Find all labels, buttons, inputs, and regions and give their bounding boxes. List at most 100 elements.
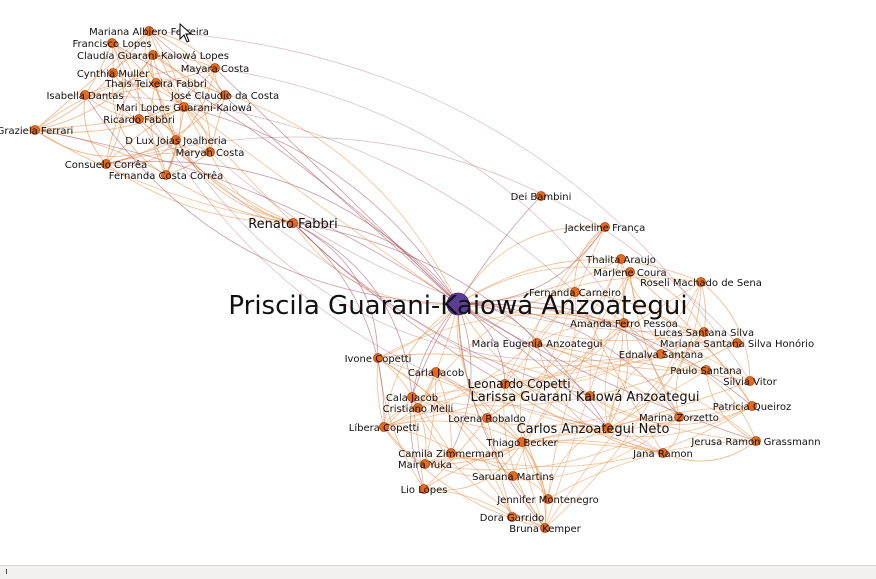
node-cynthia[interactable] [108, 68, 118, 78]
node-dlux[interactable] [171, 135, 181, 145]
edge-mariana_alb-jose [148, 30, 226, 96]
node-mariana_alb[interactable] [144, 26, 154, 36]
node-graziela[interactable] [30, 125, 40, 135]
node-roseli[interactable] [696, 277, 706, 287]
node-bruna[interactable] [540, 523, 550, 533]
node-maria_eug[interactable] [532, 338, 542, 348]
edge-libera-dora [383, 426, 513, 518]
node-jana[interactable] [658, 448, 668, 458]
edge-priscila-marina [457, 303, 680, 418]
edge-mariana_ssh-cala [411, 342, 738, 398]
node-paulo[interactable] [701, 365, 711, 375]
node-priscila[interactable] [446, 292, 470, 316]
node-jerusa[interactable] [751, 436, 761, 446]
node-amanda[interactable] [619, 318, 629, 328]
edge-renato-ricardo [138, 118, 294, 224]
node-lio[interactable] [419, 484, 429, 494]
node-carlos[interactable] [603, 423, 613, 433]
edge-priscila-libera [383, 303, 459, 428]
edge-priscila-thiago [456, 303, 523, 443]
edge-renato-leonardo [292, 222, 506, 385]
node-larissa[interactable] [585, 391, 595, 401]
edge-cynthia-fernanda_cc [112, 72, 167, 176]
edge-thiago-camila [450, 441, 523, 461]
edge-ednalva-jerusa [660, 353, 757, 442]
node-fernanda_car[interactable] [570, 287, 580, 297]
edge-fernanda_car-libera [383, 291, 576, 428]
edge-priscila-marlene [457, 266, 631, 305]
edge-priscila-renato [292, 222, 459, 305]
node-libera[interactable] [379, 422, 389, 432]
node-claudia[interactable] [148, 50, 158, 60]
node-saruana[interactable] [508, 471, 518, 481]
node-jackeline[interactable] [600, 222, 610, 232]
node-thalita[interactable] [616, 254, 626, 264]
node-label-saruana: Saruana Martins [472, 472, 554, 483]
node-mariana_ssh[interactable] [732, 338, 742, 348]
node-ednalva[interactable] [656, 349, 666, 359]
edge-lio-carlos [423, 427, 609, 490]
edge-amanda-carlos [604, 322, 625, 429]
edge-mari-graziela [34, 106, 185, 133]
edge-marlene-jennifer [547, 271, 631, 500]
edge-priscila-jackeline [457, 226, 606, 305]
node-maryah[interactable] [205, 147, 215, 157]
edge-claudia-maryah [152, 54, 211, 153]
node-consuelo[interactable] [101, 159, 111, 169]
node-mari[interactable] [179, 102, 189, 112]
node-dei[interactable] [536, 191, 546, 201]
node-thiago[interactable] [517, 437, 527, 447]
edge-isabella-mari [84, 83, 185, 108]
node-label-mariana_alb: Mariana Albiero Ferreira [89, 27, 209, 38]
status-bar [0, 565, 876, 579]
node-isabella[interactable] [80, 90, 90, 100]
node-label-ricardo: Ricardo Fabbri [103, 115, 174, 126]
node-silvia[interactable] [745, 376, 755, 386]
node-jennifer[interactable] [543, 494, 553, 504]
node-label-francisco: Francisco Lopes [72, 39, 151, 50]
edge-fernanda_car-leonardo [504, 291, 576, 385]
node-cristiano[interactable] [413, 403, 423, 413]
node-fernanda_cc[interactable] [161, 170, 171, 180]
edge-carla-thiago [435, 371, 523, 443]
node-label-jana: Jana Ramon [632, 449, 693, 460]
edge-mariana_ssh-larissa [589, 342, 738, 397]
node-mayara[interactable] [210, 63, 220, 73]
node-thais[interactable] [151, 78, 161, 88]
node-dora[interactable] [507, 512, 517, 522]
node-maira[interactable] [420, 459, 430, 469]
edge-maira-saruana [424, 457, 514, 477]
node-ivone[interactable] [373, 353, 383, 363]
node-patricia[interactable] [747, 401, 757, 411]
edge-carla-maira [424, 371, 437, 465]
edge-priscila-isabella [84, 94, 459, 305]
edge-leonardo-bruna [503, 383, 546, 529]
edge-ednalva-carlos [607, 353, 662, 429]
social-network-graph[interactable]: Priscila Guarani-Kaiowá Anzoategui Marian… [0, 0, 876, 565]
edge-thiago-bruna [521, 441, 546, 529]
node-jose[interactable] [220, 90, 230, 100]
node-label-priscila: Priscila Guarani-Kaiowá Anzoategui [228, 291, 687, 321]
node-label-paulo: Paulo Santana [670, 366, 741, 377]
node-cala[interactable] [407, 392, 417, 402]
edge-maryah-lucas [209, 151, 705, 333]
node-francisco[interactable] [107, 38, 117, 48]
node-lucas[interactable] [699, 327, 709, 337]
node-leonardo[interactable] [500, 379, 510, 389]
edge-paulo-cala [411, 369, 707, 426]
edge-dlux-consuelo [105, 139, 177, 167]
edge-priscila-lucas [457, 303, 705, 341]
node-label-dora: Dora Garrido [480, 513, 544, 524]
node-camila[interactable] [446, 448, 456, 458]
edge-mayara-marina [214, 67, 680, 418]
node-lorena[interactable] [482, 413, 492, 423]
node-renato[interactable] [288, 218, 298, 228]
node-marlene[interactable] [625, 267, 635, 277]
node-ricardo[interactable] [134, 114, 144, 124]
node-label-thalita: Thalita Araujo [585, 255, 656, 266]
node-label-renato: Renato Fabbri [248, 217, 338, 232]
node-carla[interactable] [431, 367, 441, 377]
edge-priscila-jackeline [457, 226, 606, 305]
node-marina[interactable] [674, 412, 684, 422]
edge-lorena-bruna [486, 417, 547, 529]
